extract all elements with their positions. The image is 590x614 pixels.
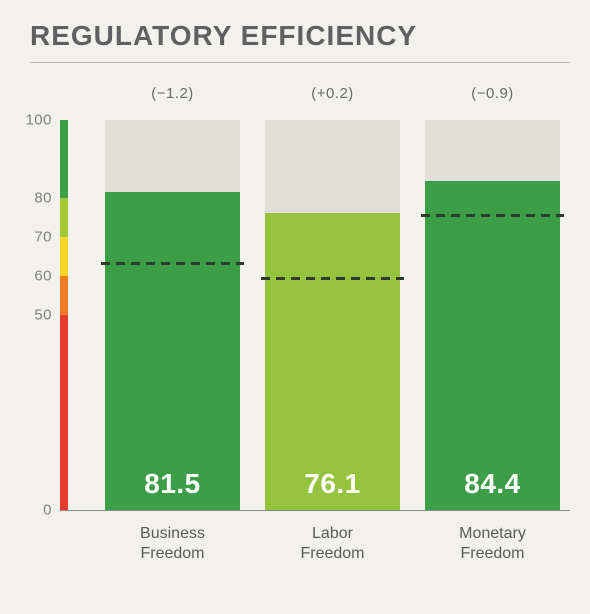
bar-fill [425,181,560,510]
reference-line [261,277,404,280]
plot-area: 05060708010081.5(−1.2)Business Freedom76… [60,120,560,510]
y-tick-label: 60 [34,268,52,285]
scale-segment [60,276,68,315]
bar-fill [105,192,240,510]
y-tick-label: 80 [34,190,52,207]
change-label: (−0.9) [471,85,514,102]
y-tick-label: 70 [34,229,52,246]
y-tick-label: 0 [43,502,52,519]
reference-line [101,262,244,265]
y-tick-label: 100 [25,112,52,129]
chart-title: REGULATORY EFFICIENCY [30,20,417,52]
bar-value-label: 81.5 [105,468,240,500]
x-axis-baseline [60,510,570,511]
scale-segment [60,198,68,237]
bar-value-label: 76.1 [265,468,400,500]
change-label: (+0.2) [311,85,354,102]
y-tick-label: 50 [34,307,52,324]
reference-line [421,214,564,217]
bar-fill [265,213,400,510]
scale-segment [60,315,68,510]
scale-segment [60,120,68,198]
scale-segment [60,237,68,276]
title-divider [30,62,570,63]
category-label: Business Freedom [140,524,205,564]
chart-container: REGULATORY EFFICIENCY 05060708010081.5(−… [0,0,590,614]
change-label: (−1.2) [151,85,194,102]
category-label: Monetary Freedom [459,524,526,564]
bar-value-label: 84.4 [425,468,560,500]
category-label: Labor Freedom [300,524,364,564]
